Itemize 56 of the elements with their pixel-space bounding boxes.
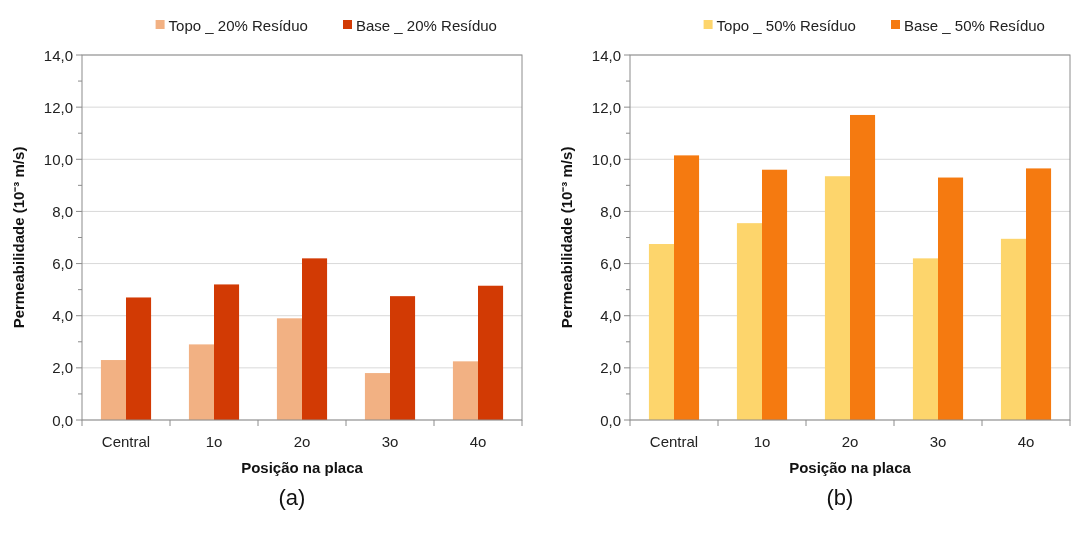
y-tick-label: 6,0: [52, 255, 73, 273]
bar: [100, 360, 126, 420]
bar: [736, 223, 762, 420]
bar: [1000, 238, 1026, 420]
legend-label: Base _ 50% Resíduo: [904, 16, 1045, 34]
x-tick-label: 4o: [1017, 432, 1035, 450]
bar: [364, 373, 390, 420]
y-tick-label: 4,0: [600, 307, 621, 325]
bar: [1026, 168, 1052, 420]
x-tick-label: 3o: [929, 432, 947, 450]
x-tick-label: 3o: [381, 432, 399, 450]
y-tick-label: 14,0: [591, 46, 621, 64]
x-tick-label: 4o: [469, 432, 487, 450]
legend-label: Topo _ 20% Resíduo: [168, 16, 308, 34]
bar: [762, 169, 788, 420]
y-tick-label: 4,0: [52, 307, 73, 325]
bar: [390, 296, 416, 420]
bar: [850, 114, 876, 420]
y-tick-label: 8,0: [600, 202, 621, 220]
bar: [452, 361, 478, 420]
x-tick-label: 2o: [293, 432, 311, 450]
y-tick-label: 0,0: [600, 411, 621, 429]
y-axis-title: Permeabilidade (10⁻³ m/s): [557, 146, 575, 329]
bar: [478, 285, 504, 420]
y-tick-label: 10,0: [591, 150, 621, 168]
y-tick-label: 8,0: [52, 202, 73, 220]
x-tick-label: Central: [649, 432, 699, 450]
y-tick-label: 12,0: [43, 98, 73, 116]
bar: [214, 284, 240, 420]
y-tick-label: 2,0: [600, 359, 621, 377]
bar: [648, 244, 674, 420]
y-tick-label: 14,0: [43, 46, 73, 64]
x-tick-label: 2o: [841, 432, 859, 450]
y-tick-label: 12,0: [591, 98, 621, 116]
text: (a): [278, 484, 306, 510]
x-tick-label: 1o: [753, 432, 771, 450]
bar: [276, 318, 302, 420]
bar: [912, 258, 938, 420]
bar: [302, 258, 328, 420]
x-tick-label: Central: [101, 432, 151, 450]
x-axis-title: Posição na placa: [789, 458, 912, 476]
x-axis-title: Posição na placa: [241, 458, 364, 476]
y-axis-title: Permeabilidade (10⁻³ m/s): [9, 146, 27, 329]
y-tick-label: 0,0: [52, 411, 73, 429]
legend-label: Topo _ 50% Resíduo: [716, 16, 856, 34]
bar: [674, 155, 700, 420]
y-tick-label: 2,0: [52, 359, 73, 377]
x-tick-label: 1o: [205, 432, 223, 450]
bar: [126, 297, 152, 420]
bar: [938, 177, 964, 420]
y-tick-label: 10,0: [43, 150, 73, 168]
legend-label: Base _ 20% Resíduo: [356, 16, 497, 34]
bar: [188, 344, 214, 420]
text: (b): [826, 484, 854, 510]
bar: [824, 176, 850, 420]
y-tick-label: 6,0: [600, 255, 621, 273]
